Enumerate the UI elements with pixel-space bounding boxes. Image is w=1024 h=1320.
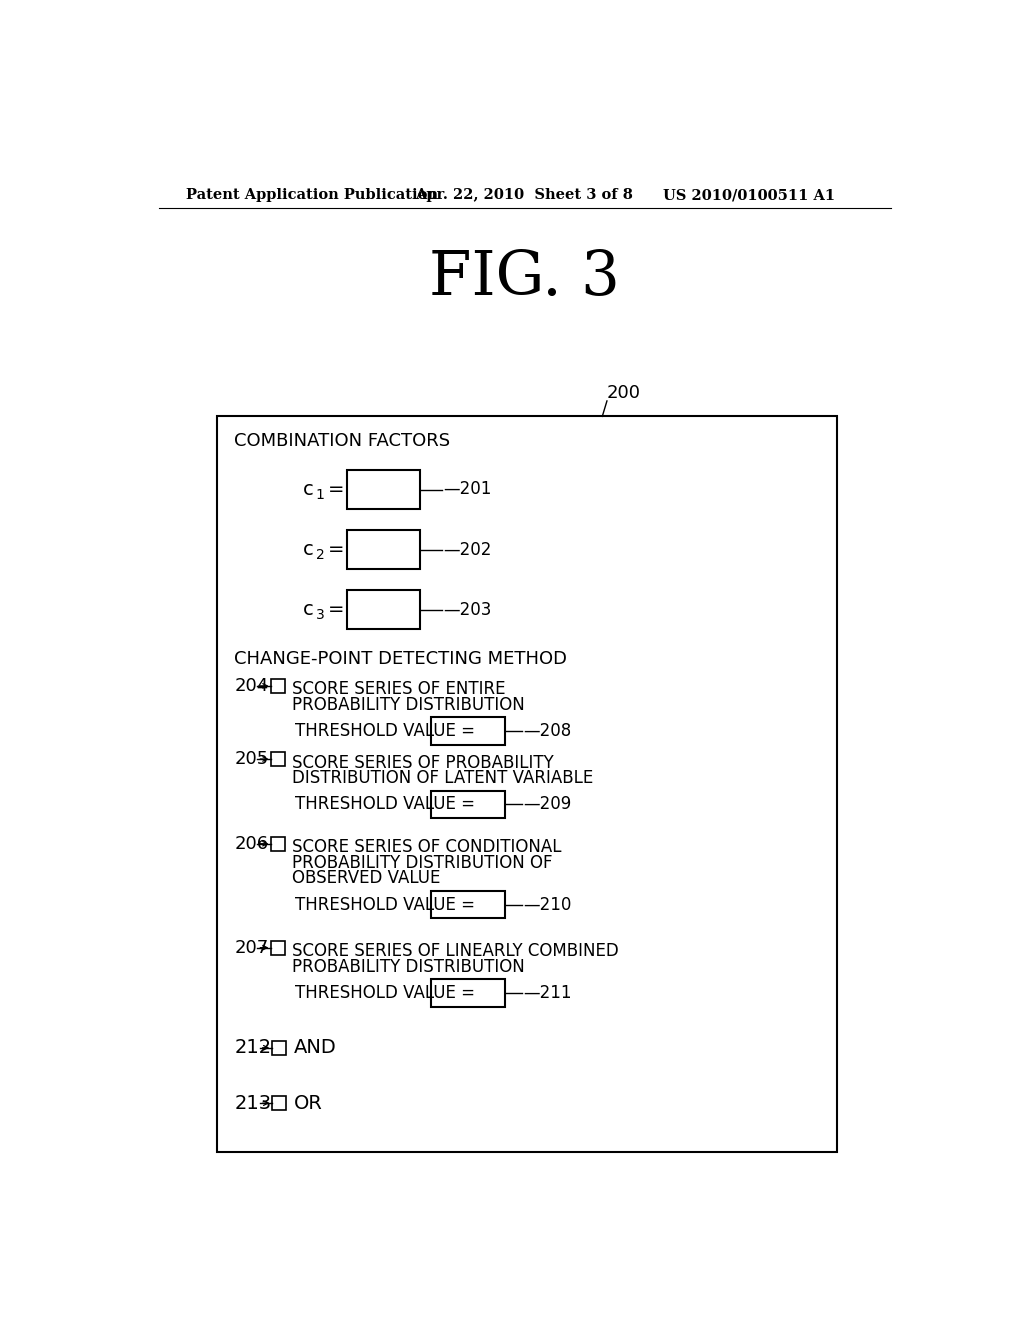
Text: Apr. 22, 2010  Sheet 3 of 8: Apr. 22, 2010 Sheet 3 of 8 [415,189,633,202]
Text: THRESHOLD VALUE =: THRESHOLD VALUE = [295,985,475,1002]
Text: DISTRIBUTION OF LATENT VARIABLE: DISTRIBUTION OF LATENT VARIABLE [292,770,593,787]
Text: c: c [303,601,314,619]
Text: US 2010/0100511 A1: US 2010/0100511 A1 [663,189,835,202]
Text: PROBABILITY DISTRIBUTION: PROBABILITY DISTRIBUTION [292,696,524,714]
Text: THRESHOLD VALUE =: THRESHOLD VALUE = [295,895,475,913]
Text: THRESHOLD VALUE =: THRESHOLD VALUE = [295,796,475,813]
Text: OBSERVED VALUE: OBSERVED VALUE [292,869,440,887]
Bar [217,416,838,1151]
Text: 1: 1 [315,488,325,502]
Text: Patent Application Publication: Patent Application Publication [186,189,438,202]
Text: =: = [328,601,344,619]
Text: 200: 200 [607,384,641,403]
Text: —202: —202 [443,541,492,558]
Text: OR: OR [294,1094,323,1113]
Text: —209: —209 [523,796,571,813]
Text: =: = [328,480,344,499]
Text: SCORE SERIES OF CONDITIONAL: SCORE SERIES OF CONDITIONAL [292,838,561,857]
Bar [271,752,286,766]
Text: 3: 3 [315,609,325,622]
Bar [271,678,286,693]
Text: —203: —203 [443,601,492,619]
Text: COMBINATION FACTORS: COMBINATION FACTORS [234,432,451,450]
Text: THRESHOLD VALUE =: THRESHOLD VALUE = [295,722,475,741]
Text: 204: 204 [234,677,268,694]
Bar [271,837,286,850]
Text: SCORE SERIES OF LINEARLY COMBINED: SCORE SERIES OF LINEARLY COMBINED [292,942,618,960]
Text: 207: 207 [234,939,268,957]
Bar [271,941,286,954]
Text: AND: AND [294,1039,337,1057]
Bar [431,979,505,1007]
Text: c: c [303,480,314,499]
Bar [272,1040,286,1055]
Text: 2: 2 [315,548,325,562]
Text: SCORE SERIES OF ENTIRE: SCORE SERIES OF ENTIRE [292,681,505,698]
Bar [346,590,420,628]
Bar [346,470,420,508]
Text: 206: 206 [234,834,268,853]
Text: CHANGE-POINT DETECTING METHOD: CHANGE-POINT DETECTING METHOD [234,649,567,668]
Text: —201: —201 [443,480,492,499]
Text: —208: —208 [523,722,571,741]
Text: PROBABILITY DISTRIBUTION: PROBABILITY DISTRIBUTION [292,958,524,975]
Text: 213: 213 [234,1094,271,1113]
Bar [346,531,420,569]
Bar [272,1096,286,1110]
Bar [431,791,505,818]
Text: PROBABILITY DISTRIBUTION OF: PROBABILITY DISTRIBUTION OF [292,854,552,871]
Text: 212: 212 [234,1039,271,1057]
Text: —211: —211 [523,985,571,1002]
Text: —210: —210 [523,895,571,913]
Bar [431,718,505,744]
Text: FIG. 3: FIG. 3 [429,248,621,308]
Text: SCORE SERIES OF PROBABILITY: SCORE SERIES OF PROBABILITY [292,754,553,772]
Text: 205: 205 [234,750,268,768]
Text: c: c [303,540,314,560]
Bar [431,891,505,919]
Text: =: = [328,540,344,560]
